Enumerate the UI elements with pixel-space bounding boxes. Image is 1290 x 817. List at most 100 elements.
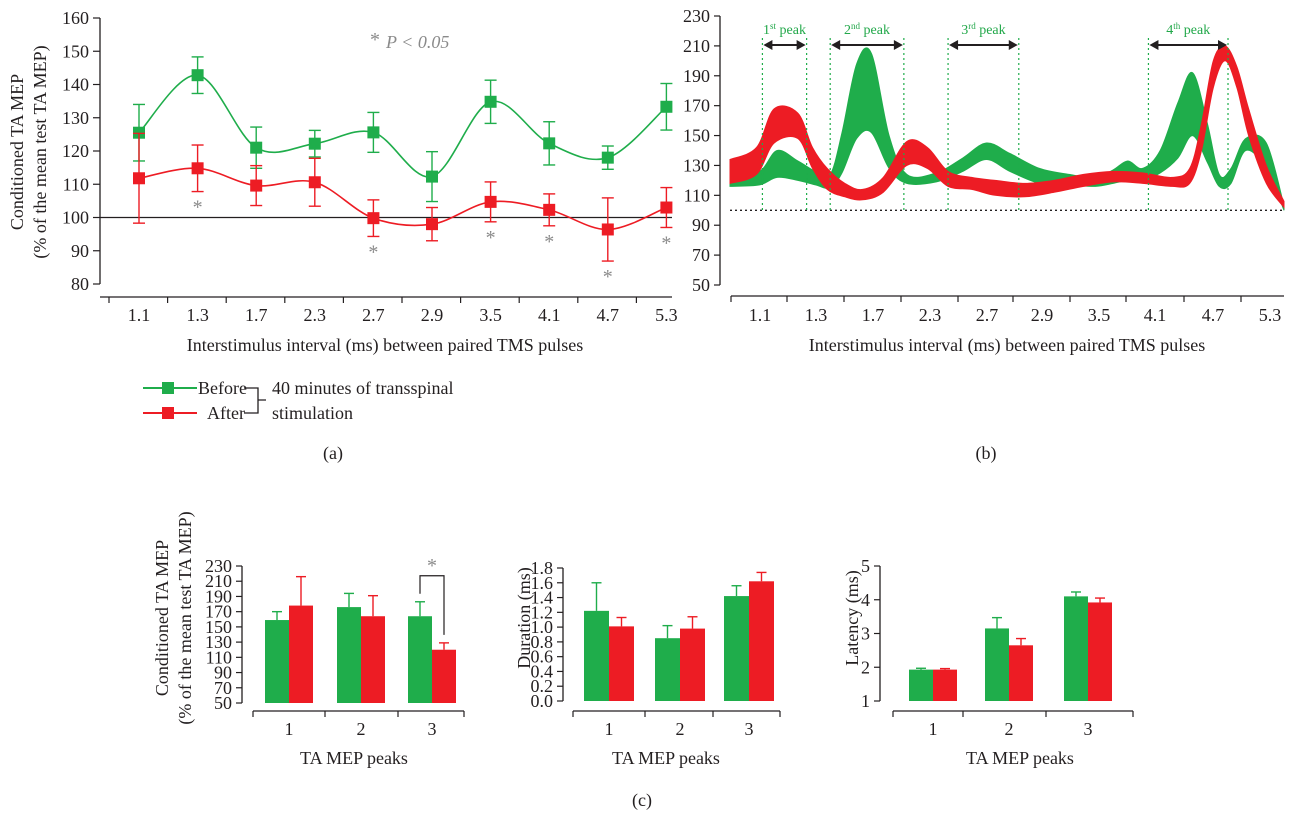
panel-a-line-chart: Conditioned TA MEP (% of the mean test T… bbox=[7, 8, 678, 356]
panel-b-xtick-label: 2.7 bbox=[976, 305, 999, 325]
panel-b-peak-label: 4th peak bbox=[1166, 21, 1210, 38]
c2-content-ytick-label: 0.8 bbox=[531, 632, 554, 652]
panel-a-point-after bbox=[133, 172, 145, 185]
panel-c1-xlabel: TA MEP peaks bbox=[300, 748, 408, 768]
c1-content-bar-after bbox=[289, 605, 313, 703]
panel-c-label: (c) bbox=[632, 790, 652, 811]
panel-b-xtick-label: 1.1 bbox=[749, 305, 772, 325]
panel-a-xtick-label: 2.3 bbox=[304, 305, 327, 325]
c3-content-bar-before bbox=[909, 669, 933, 701]
panel-a-significance-star: * bbox=[544, 231, 554, 253]
panel-a-series-line-after bbox=[138, 167, 667, 231]
c1-content-ytick-label: 210 bbox=[205, 571, 232, 591]
c1-content-ytick-label: 110 bbox=[206, 647, 232, 667]
c2-content-bar-after bbox=[680, 628, 705, 701]
panel-a-ytick-label: 130 bbox=[62, 108, 89, 128]
panel-b-peak-label: 3rd peak bbox=[961, 21, 1005, 38]
panel-b-ytick-label: 70 bbox=[692, 245, 710, 265]
c3-content-bar-after bbox=[1088, 602, 1112, 701]
panel-b-ytick-label: 130 bbox=[683, 155, 710, 175]
c1-content-xtick-label: 1 bbox=[285, 719, 294, 739]
c2-content-ytick-label: 1.8 bbox=[531, 558, 554, 578]
panel-b-peak-arrowhead bbox=[893, 40, 903, 50]
panel-a-ytick-label: 100 bbox=[62, 208, 89, 228]
c1-content-bar-after bbox=[361, 616, 385, 703]
panel-b-peak-arrowhead bbox=[831, 40, 841, 50]
panel-b-peak-label: 2nd peak bbox=[844, 21, 890, 38]
panel-b-peak-arrowhead bbox=[796, 40, 806, 50]
panel-a-ytick-label: 160 bbox=[62, 8, 89, 28]
panel-a-xtick-label: 4.7 bbox=[597, 305, 620, 325]
c2-content-ytick-label: 1.4 bbox=[531, 588, 554, 608]
c1-content-ytick-label: 170 bbox=[205, 602, 232, 622]
c3-content-bar-after bbox=[1009, 645, 1033, 701]
panel-b-peak-arrowhead bbox=[949, 40, 959, 50]
panel-c3-ylabel: Latency (ms) bbox=[842, 570, 863, 665]
panel-a-point-after bbox=[191, 162, 204, 175]
legend-bracket bbox=[244, 387, 266, 414]
panel-a-xtick-label: 5.3 bbox=[655, 305, 678, 325]
c2-content-bar-before bbox=[724, 596, 749, 701]
panel-a-significance-star: * bbox=[486, 227, 496, 249]
c2-content-ytick-label: 0.6 bbox=[531, 647, 554, 667]
panel-b-xtick-label: 4.7 bbox=[1202, 305, 1225, 325]
panel-a-ylabel-line2: (% of the mean test TA MEP) bbox=[30, 45, 51, 258]
panel-a-xlabel: Interstimulus interval (ms) between pair… bbox=[187, 335, 584, 356]
c2-content-ytick-label: 0.2 bbox=[531, 676, 554, 696]
panel-c1-bar-chart: Conditioned TA MEP (% of the mean test T… bbox=[152, 511, 465, 768]
panel-b-ytick-label: 230 bbox=[683, 6, 710, 26]
c2-content-ytick-label: 0.0 bbox=[531, 691, 554, 711]
panel-a-point-after bbox=[601, 223, 614, 236]
c2-content-xtick-label: 1 bbox=[605, 719, 614, 739]
c3-content-bar-before bbox=[985, 628, 1009, 701]
panel-a-point-after bbox=[308, 176, 321, 189]
panel-c1-ylabel-line1: Conditioned TA MEP bbox=[152, 540, 172, 696]
panel-b-xtick-label: 1.3 bbox=[805, 305, 828, 325]
c2-content-xtick-label: 2 bbox=[676, 719, 685, 739]
panel-b-ytick-label: 210 bbox=[683, 36, 710, 56]
panel-a-point-before bbox=[367, 126, 380, 139]
panel-b-ytick-label: 110 bbox=[684, 185, 710, 205]
panel-a-ytick-label: 90 bbox=[71, 241, 89, 261]
panel-a-xtick-label: 2.9 bbox=[421, 305, 444, 325]
panel-b-after-band bbox=[729, 45, 1285, 209]
c2-content-bar-before bbox=[655, 638, 680, 701]
panel-b-peak-arrowhead bbox=[1149, 40, 1159, 50]
c2-content-bar-after bbox=[749, 581, 774, 701]
c2-content-ytick-label: 1.2 bbox=[531, 602, 554, 622]
panel-a-point-after bbox=[543, 203, 556, 216]
panel-a-p-star: * bbox=[370, 29, 380, 51]
panel-b-ytick-label: 170 bbox=[683, 96, 710, 116]
panel-a-point-after bbox=[426, 218, 438, 231]
c1-content-ytick-label: 50 bbox=[214, 693, 232, 713]
panel-b-xtick-label: 4.1 bbox=[1144, 305, 1167, 325]
c2-content-ytick-label: 1.0 bbox=[531, 617, 554, 637]
c1-content-significance-bracket bbox=[419, 575, 445, 635]
panel-a-xtick-label: 1.7 bbox=[245, 305, 268, 325]
panel-a-point-before bbox=[660, 100, 673, 113]
panel-a-xtick-label: 3.5 bbox=[479, 305, 502, 325]
c1-content-bar-before bbox=[265, 620, 289, 703]
panel-a-significance-star: * bbox=[603, 266, 613, 288]
panel-a-point-before bbox=[601, 151, 614, 164]
panel-b-xtick-label: 2.3 bbox=[919, 305, 942, 325]
panel-b-xtick-label: 3.5 bbox=[1088, 305, 1111, 325]
panel-b-xtick-label: 5.3 bbox=[1259, 305, 1282, 325]
panel-a-ytick-label: 120 bbox=[62, 141, 89, 161]
panel-a-point-before bbox=[191, 69, 204, 82]
panel-c1-ylabel-line2: (% of the mean test TA MEP) bbox=[175, 511, 196, 724]
panel-a-point-after bbox=[660, 201, 673, 214]
c3-content-ytick-label: 4 bbox=[861, 590, 870, 610]
panel-b-peak-arrowhead bbox=[1008, 40, 1018, 50]
c3-content-bar-after bbox=[933, 669, 957, 701]
panel-b-label: (b) bbox=[976, 443, 997, 464]
c3-content-ytick-label: 1 bbox=[861, 691, 870, 711]
c1-content-bar-before bbox=[337, 607, 361, 703]
panel-b-ytick-label: 90 bbox=[692, 215, 710, 235]
panel-a-label: (a) bbox=[323, 443, 343, 464]
legend-after-marker bbox=[162, 407, 174, 419]
panel-b-ytick-label: 50 bbox=[692, 275, 710, 295]
panel-b-peak-arrowhead bbox=[763, 40, 773, 50]
panel-a-point-before bbox=[308, 137, 321, 150]
